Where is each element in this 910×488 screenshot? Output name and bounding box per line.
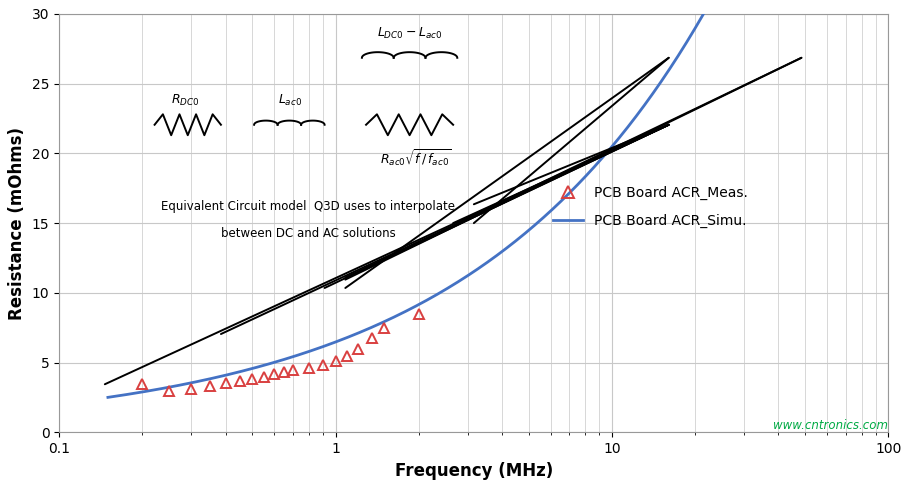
Text: $L_{DC0} - L_{ac0}$: $L_{DC0} - L_{ac0}$: [377, 26, 441, 41]
Legend: PCB Board ACR_Meas., PCB Board ACR_Simu.: PCB Board ACR_Meas., PCB Board ACR_Simu.: [547, 180, 753, 233]
Y-axis label: Resistance (mOhms): Resistance (mOhms): [8, 126, 26, 320]
X-axis label: Frequency (MHz): Frequency (MHz): [395, 462, 553, 480]
Text: between DC and AC solutions: between DC and AC solutions: [220, 227, 395, 240]
Text: www.cntronics.com: www.cntronics.com: [774, 419, 888, 432]
Text: $R_{DC0}$: $R_{DC0}$: [171, 93, 199, 108]
Text: Equivalent Circuit model  Q3D uses to interpolate: Equivalent Circuit model Q3D uses to int…: [161, 200, 455, 213]
Text: $R_{ac0}\sqrt{f\,/\,f_{ac0}}$: $R_{ac0}\sqrt{f\,/\,f_{ac0}}$: [380, 148, 451, 169]
Text: $L_{ac0}$: $L_{ac0}$: [278, 93, 302, 108]
